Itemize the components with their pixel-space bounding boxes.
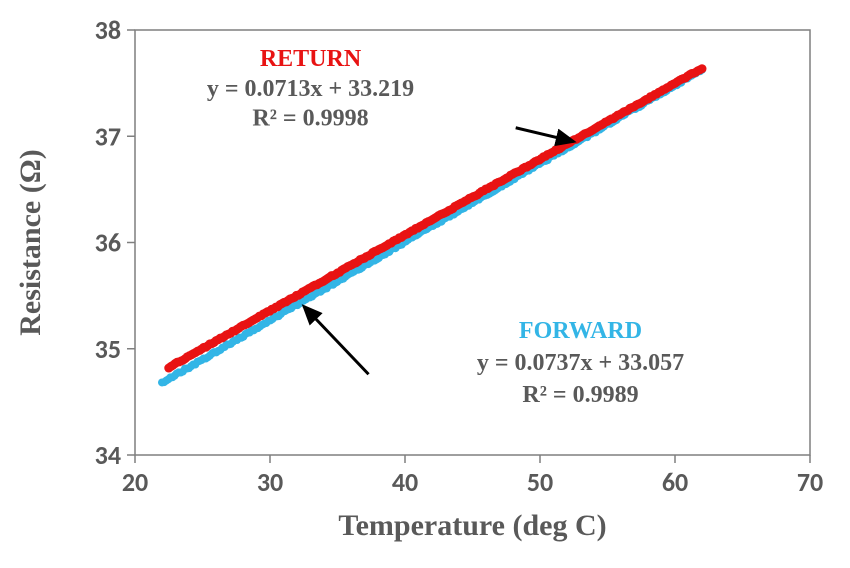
y-tick-label: 37 <box>95 120 121 152</box>
x-axis-title: Temperature (deg C) <box>338 509 606 542</box>
annotation-return-r2: R² = 0.9998 <box>252 106 368 132</box>
annotation-return-eq: y = 0.0713x + 33.219 <box>207 76 414 102</box>
x-tick-label: 30 <box>257 466 283 498</box>
y-tick-label: 34 <box>95 439 121 471</box>
y-tick-label: 35 <box>95 333 121 365</box>
y-axis-title: Resistance (Ω) <box>14 149 47 335</box>
y-tick-label: 38 <box>95 14 121 46</box>
x-tick-label: 60 <box>662 466 688 498</box>
x-tick-label: 40 <box>392 466 418 498</box>
x-tick-label: 50 <box>527 466 553 498</box>
annotation-return-title: RETURN <box>260 46 362 72</box>
annotation-forward-eq: y = 0.0737x + 33.057 <box>477 350 684 376</box>
y-tick-label: 36 <box>95 227 121 259</box>
x-tick-label: 20 <box>122 466 148 498</box>
x-tick-label: 70 <box>797 466 823 498</box>
annotation-forward-title: FORWARD <box>519 318 642 344</box>
annotation-forward-r2: R² = 0.9989 <box>522 382 638 408</box>
chart-container: 20 30 40 50 60 70 34 35 36 37 38 Temperature (deg C… <box>0 0 850 568</box>
chart-svg: 20 30 40 50 60 70 34 35 36 37 38 Temperature (deg C… <box>0 0 850 568</box>
